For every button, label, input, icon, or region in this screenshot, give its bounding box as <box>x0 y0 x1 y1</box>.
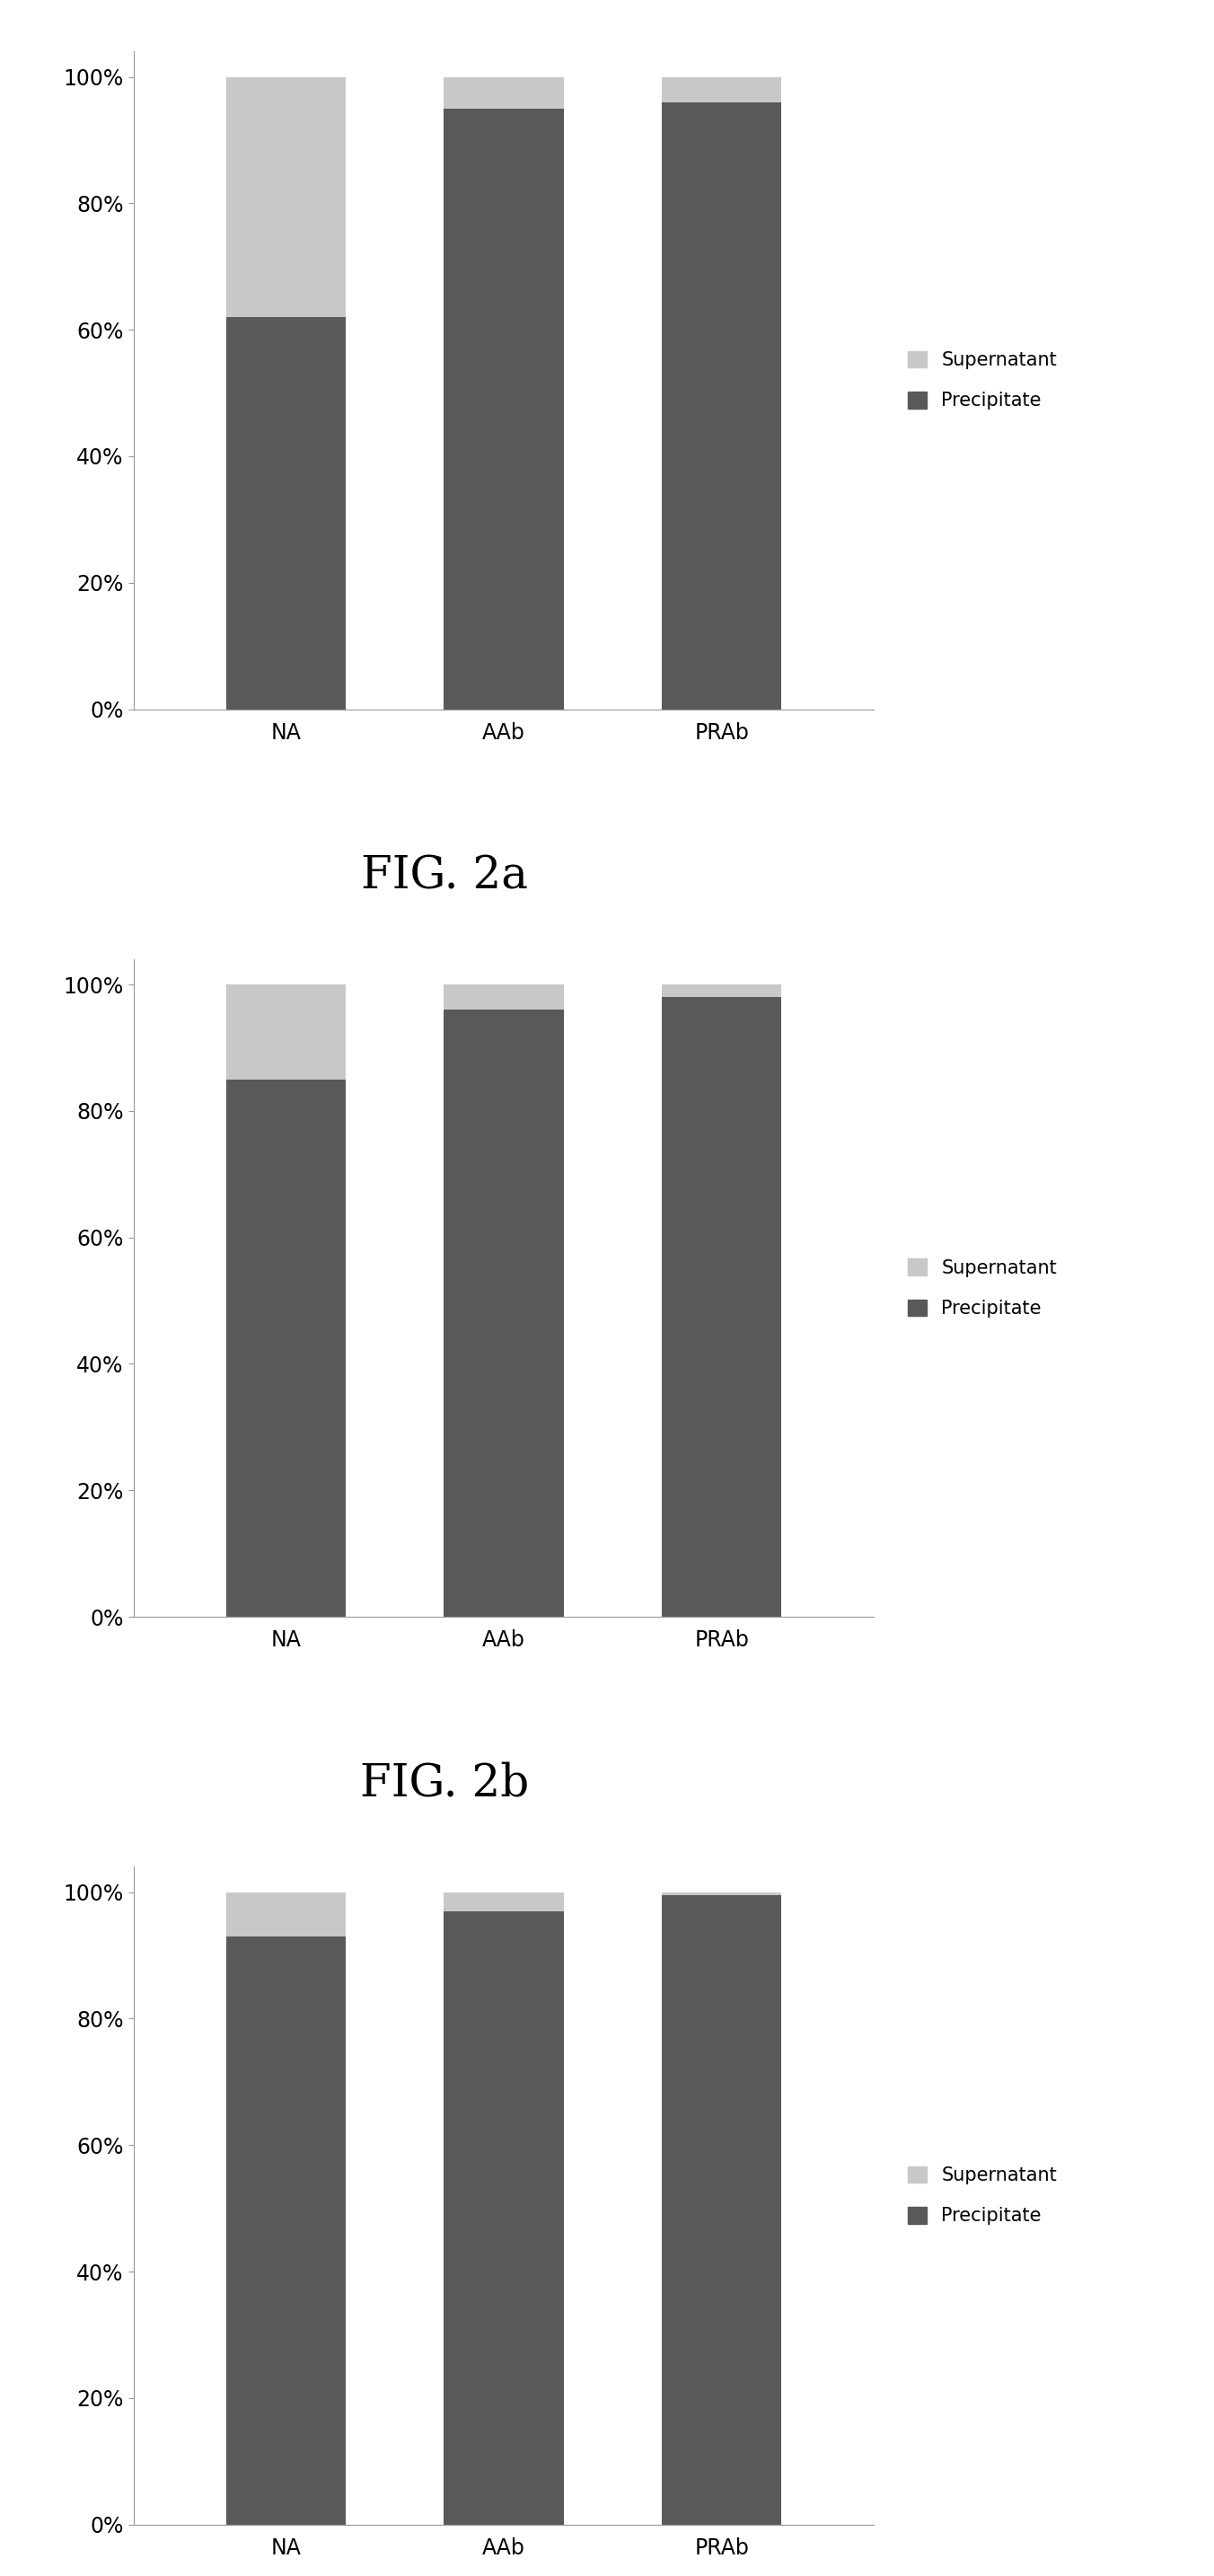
Bar <box>444 1893 563 1911</box>
Bar <box>662 997 782 1618</box>
Text: FIG. 2a: FIG. 2a <box>361 853 528 899</box>
Bar <box>662 77 782 103</box>
Bar <box>444 984 563 1010</box>
Legend: Supernatant, Precipitate: Supernatant, Precipitate <box>898 1249 1066 1327</box>
Bar <box>226 1893 346 1937</box>
Bar <box>444 108 563 708</box>
Bar <box>662 984 782 997</box>
Legend: Supernatant, Precipitate: Supernatant, Precipitate <box>898 2156 1066 2233</box>
Bar <box>226 984 346 1079</box>
Bar <box>444 1010 563 1618</box>
Text: FIG. 2b: FIG. 2b <box>361 1762 529 1806</box>
Legend: Supernatant, Precipitate: Supernatant, Precipitate <box>898 343 1066 420</box>
Bar <box>226 77 346 317</box>
Bar <box>662 1893 782 1896</box>
Bar <box>444 1911 563 2524</box>
Bar <box>662 1896 782 2524</box>
Bar <box>444 77 563 108</box>
Bar <box>226 1079 346 1618</box>
Bar <box>226 317 346 708</box>
Bar <box>662 103 782 708</box>
Bar <box>226 1937 346 2524</box>
